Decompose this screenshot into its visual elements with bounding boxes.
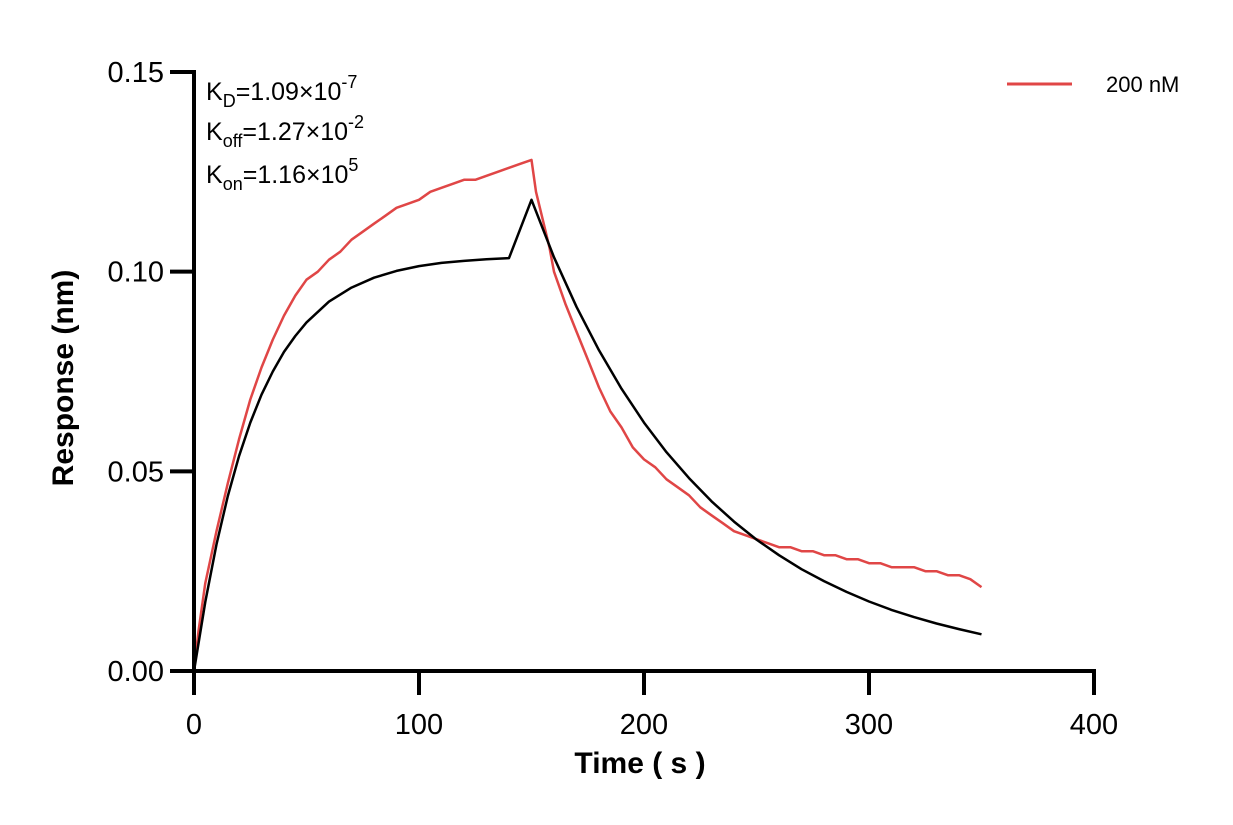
x-tick-label: 0	[186, 709, 202, 741]
koff-symbol: K	[206, 118, 223, 146]
kd-subscript: D	[223, 91, 236, 111]
x-tick-label: 100	[395, 709, 443, 741]
kd-symbol: K	[206, 78, 223, 106]
kon-annotation: Kon=1.16×105	[206, 155, 358, 194]
kon-value: =1.16×10	[243, 161, 349, 189]
plot-lines	[192, 158, 983, 672]
y-tick-label: 0.10	[108, 257, 164, 289]
y-axis-ticks: 0.00 0.05 0.10 0.15	[108, 57, 194, 688]
x-axis-title: Time ( s )	[574, 747, 705, 780]
kon-subscript: on	[223, 174, 243, 194]
koff-subscript: off	[223, 131, 244, 151]
x-tick-label: 400	[1070, 709, 1118, 741]
y-axis-title: Response (nm)	[47, 270, 80, 487]
kd-annotation: KD=1.09×10-7	[206, 72, 357, 111]
series-line-200nm	[192, 158, 983, 672]
kon-symbol: K	[206, 161, 223, 189]
x-tick-label: 300	[845, 709, 893, 741]
kd-value: =1.09×10	[236, 78, 342, 106]
y-tick-label: 0.05	[108, 456, 164, 488]
x-tick-label: 200	[620, 709, 668, 741]
koff-exponent: -2	[348, 112, 364, 132]
kon-exponent: 5	[348, 155, 358, 175]
y-tick-label: 0.00	[108, 656, 164, 688]
legend-label-200nm: 200 nM	[1106, 72, 1179, 97]
koff-annotation: Koff=1.27×10-2	[206, 112, 364, 151]
y-tick-label: 0.15	[108, 57, 164, 89]
fit-curve-line	[192, 198, 982, 672]
x-axis-ticks: 0 100 200 300 400	[186, 671, 1118, 741]
legend: 200 nM	[1007, 72, 1179, 97]
koff-value: =1.27×10	[242, 118, 348, 146]
kd-exponent: -7	[341, 72, 357, 92]
